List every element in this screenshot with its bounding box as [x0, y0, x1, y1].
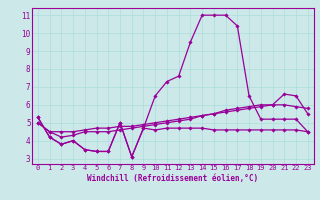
- X-axis label: Windchill (Refroidissement éolien,°C): Windchill (Refroidissement éolien,°C): [87, 174, 258, 183]
